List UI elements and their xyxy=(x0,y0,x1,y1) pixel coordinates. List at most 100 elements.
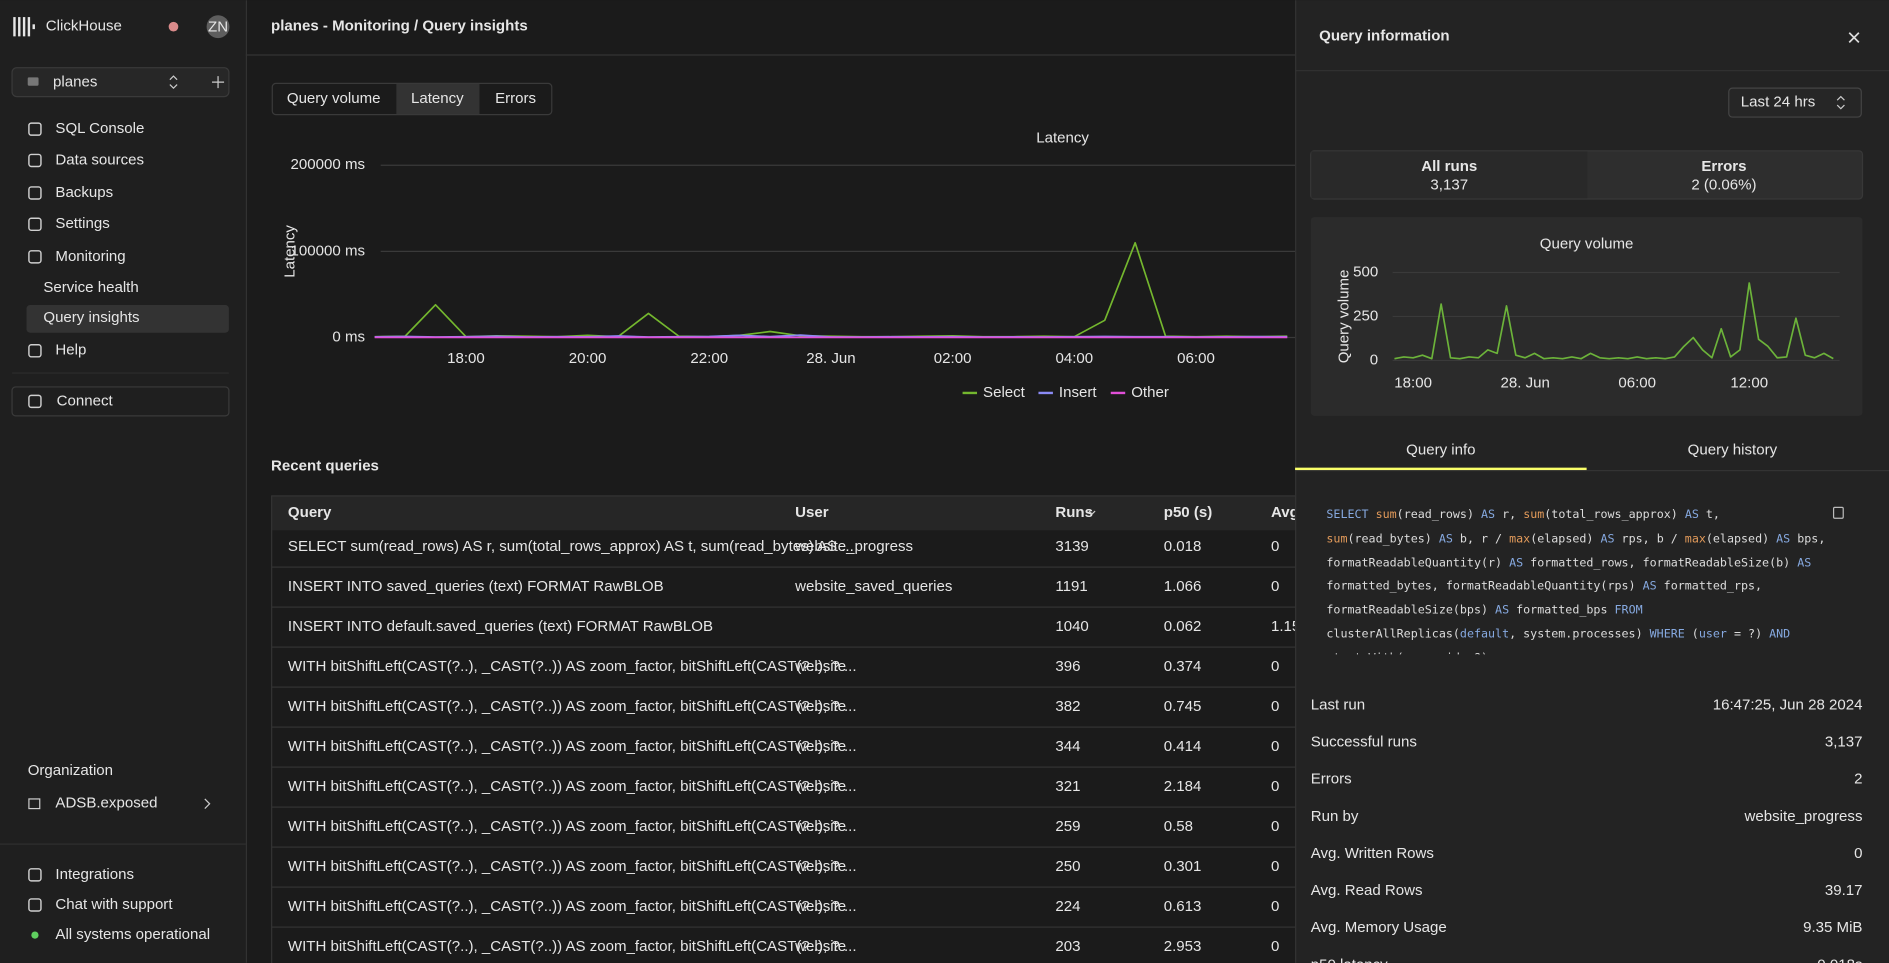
table-cell[interactable]: INSERT INTO saved_queries (text) FORMAT … xyxy=(288,578,664,595)
table-header xyxy=(271,495,1295,530)
table-cell[interactable]: WITH bitShiftLeft(CAST(?..), _CAST(?..))… xyxy=(288,898,857,915)
table-cell: 0.018 xyxy=(1164,538,1202,555)
table-cell: website xyxy=(794,858,846,875)
y-tick-label: 100000 ms xyxy=(291,242,365,259)
column-header: User xyxy=(795,504,829,521)
detail-value: 39.17 xyxy=(1825,882,1863,899)
panel-tab[interactable]: Query info xyxy=(1406,442,1475,459)
detail-label: Run by xyxy=(1311,808,1359,825)
chart-title: Latency xyxy=(1036,130,1089,147)
tab[interactable]: Latency xyxy=(411,90,464,107)
detail-value: 16:47:25, Jun 28 2024 xyxy=(1713,697,1863,714)
connect-label[interactable]: Connect xyxy=(57,392,114,409)
sql-container: SELECT sum(read_rows) AS r, sum(total_ro… xyxy=(1319,504,1839,655)
table-cell: 344 xyxy=(1055,738,1080,755)
footer-link[interactable]: All systems operational xyxy=(55,926,210,943)
nav-item[interactable]: Service health xyxy=(43,279,138,296)
section-title: Recent queries xyxy=(271,457,379,474)
table-cell: 0 xyxy=(1271,818,1279,835)
footer-link[interactable]: Chat with support xyxy=(55,896,173,913)
table-cell: website xyxy=(794,818,846,835)
table-cell: 0.301 xyxy=(1164,858,1202,875)
x-tick-label: 04:00 xyxy=(1055,350,1093,367)
nav-item[interactable]: Query insights xyxy=(43,309,139,326)
legend-label[interactable]: Other xyxy=(1131,384,1169,401)
detail-label: p50 latency xyxy=(1311,956,1388,963)
nav-item[interactable]: Help xyxy=(55,342,86,359)
nav-item[interactable]: SQL Console xyxy=(55,120,144,137)
service-select[interactable] xyxy=(12,68,229,97)
table-cell: 0 xyxy=(1271,578,1279,595)
table-cell: 0 xyxy=(1271,658,1279,675)
table-cell: 0.062 xyxy=(1164,618,1202,635)
summary-label[interactable]: Errors xyxy=(1701,158,1746,175)
table-cell: 1040 xyxy=(1055,618,1088,635)
column-header[interactable]: Runs xyxy=(1055,504,1093,521)
tab[interactable]: Errors xyxy=(495,90,536,107)
table-cell[interactable]: WITH bitShiftLeft(CAST(?..), _CAST(?..))… xyxy=(288,818,857,835)
summary-value: 3,137 xyxy=(1430,177,1468,194)
table-cell[interactable]: INSERT INTO default.saved_queries (text)… xyxy=(288,618,713,635)
table-cell: website xyxy=(794,698,846,715)
table-cell: 396 xyxy=(1055,658,1080,675)
table-cell[interactable]: WITH bitShiftLeft(CAST(?..), _CAST(?..))… xyxy=(288,778,857,795)
sql-text: SELECT sum(read_rows) AS r, sum(total_ro… xyxy=(1319,504,1839,655)
y-tick-label: 0 ms xyxy=(332,329,365,346)
x-tick-label: 18:00 xyxy=(447,350,485,367)
y-tick-label: 200000 ms xyxy=(291,156,365,173)
logo-bar xyxy=(18,17,20,36)
column-header: Query xyxy=(288,504,332,521)
y-tick-label: 0 xyxy=(1370,351,1378,368)
panel-title: Query information xyxy=(1319,27,1449,44)
table-cell: website xyxy=(794,938,846,955)
summary-label[interactable]: All runs xyxy=(1421,158,1477,175)
table-cell: 0 xyxy=(1271,898,1279,915)
brand: ClickHouse xyxy=(46,18,122,35)
tab[interactable]: Query volume xyxy=(287,90,381,107)
detail-label: Avg. Read Rows xyxy=(1311,882,1423,899)
table-cell: website xyxy=(794,898,846,915)
table-cell[interactable]: WITH bitShiftLeft(CAST(?..), _CAST(?..))… xyxy=(288,698,857,715)
icon xyxy=(28,77,39,85)
nav-item[interactable]: Data sources xyxy=(55,151,144,168)
table-cell[interactable]: WITH bitShiftLeft(CAST(?..), _CAST(?..))… xyxy=(288,658,857,675)
footer-link[interactable]: Integrations xyxy=(55,866,134,883)
axis-title: Query volume xyxy=(1335,270,1352,364)
chart-title: Query volume xyxy=(1540,236,1634,253)
x-tick-label: 20:00 xyxy=(569,350,607,367)
detail-value: 0.018s xyxy=(1817,956,1862,963)
summary-value: 2 (0.06%) xyxy=(1691,177,1756,194)
nav-item[interactable]: Backups xyxy=(55,184,113,201)
table-cell: 321 xyxy=(1055,778,1080,795)
detail-value: website_progress xyxy=(1744,808,1863,825)
table-cell: 0.613 xyxy=(1164,898,1202,915)
column-header: p50 (s) xyxy=(1164,504,1213,521)
connect-button[interactable] xyxy=(12,387,229,416)
table-cell[interactable]: SELECT sum(read_rows) AS r, sum(total_ro… xyxy=(288,538,854,555)
detail-value: 2 xyxy=(1854,771,1862,788)
logo-bar xyxy=(33,24,35,29)
table-cell: 2.953 xyxy=(1164,938,1202,955)
table-cell: 0.374 xyxy=(1164,658,1202,675)
detail-value: 3,137 xyxy=(1825,734,1863,751)
range-label[interactable]: Last 24 hrs xyxy=(1741,94,1815,111)
legend-label[interactable]: Select xyxy=(983,384,1026,401)
table-cell: 224 xyxy=(1055,898,1080,915)
nav-item[interactable]: Settings xyxy=(55,215,109,232)
table-cell: 203 xyxy=(1055,938,1080,955)
x-tick-label: 12:00 xyxy=(1730,374,1768,391)
table-cell[interactable]: WITH bitShiftLeft(CAST(?..), _CAST(?..))… xyxy=(288,938,857,955)
legend-label[interactable]: Insert xyxy=(1059,384,1097,401)
table-cell: 0 xyxy=(1271,698,1279,715)
status-dot xyxy=(31,931,38,938)
panel-tab[interactable]: Query history xyxy=(1688,442,1778,459)
detail-label: Last run xyxy=(1311,697,1365,714)
table-cell[interactable]: WITH bitShiftLeft(CAST(?..), _CAST(?..))… xyxy=(288,858,857,875)
organization[interactable]: ADSB.exposed xyxy=(55,795,157,812)
detail-value: 9.35 MiB xyxy=(1803,919,1862,936)
nav-item[interactable]: Monitoring xyxy=(55,248,125,265)
table-cell: 0.745 xyxy=(1164,698,1202,715)
table-cell[interactable]: WITH bitShiftLeft(CAST(?..), _CAST(?..))… xyxy=(288,738,857,755)
table-cell: 0.414 xyxy=(1164,738,1202,755)
x-tick-label: 06:00 xyxy=(1177,350,1215,367)
